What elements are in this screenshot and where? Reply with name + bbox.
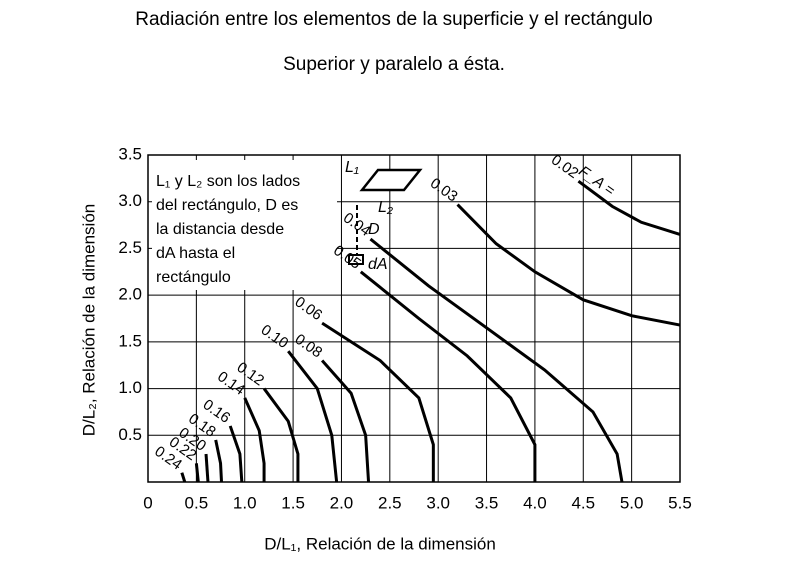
curve-label: 0.02	[548, 151, 582, 182]
x-tick-label: 0.5	[185, 493, 209, 512]
annotation-text: L₁ y L₂ son los lados	[156, 173, 300, 190]
x-tick-label: 2.5	[378, 493, 402, 512]
plot-frame	[147, 154, 681, 483]
annotation-box	[152, 160, 337, 290]
x-tick-label: 5.5	[668, 493, 692, 512]
contour-line	[204, 453, 210, 483]
y-tick-label: 3.5	[118, 144, 142, 163]
contour-line	[194, 463, 200, 483]
x-tick-label: 3.0	[426, 493, 450, 512]
diagram-label: L₁	[345, 159, 359, 176]
x-tick-label: 4.0	[523, 493, 547, 512]
curve-label: 0.03	[427, 175, 461, 206]
annotation-text: la distancia desde	[156, 221, 284, 238]
curve-label: 0.06	[292, 293, 326, 324]
x-tick-label: 1.0	[233, 493, 257, 512]
y-tick-label: 2.0	[118, 285, 142, 304]
curve-label: 0.10	[258, 321, 292, 352]
contour-line	[577, 179, 681, 236]
annotation-text: del rectángulo, D es	[156, 197, 298, 214]
contour-line	[369, 237, 624, 483]
contour-line	[214, 439, 224, 483]
y-tick-label: 0.5	[118, 425, 142, 444]
x-tick-label: 4.5	[571, 493, 595, 512]
diagram-label: L₂	[378, 199, 393, 216]
y-tick-label: 1.5	[118, 331, 142, 350]
chart-title: Radiación entre los elementos de la supe…	[135, 9, 653, 30]
contour-line	[321, 321, 435, 482]
contour-line	[262, 387, 300, 482]
y-tick-label: 2.5	[118, 238, 142, 257]
y-tick-label: 3.0	[118, 191, 142, 210]
x-tick-label: 3.5	[475, 493, 499, 512]
y-axis-label: D/L₂, Relación de la dimensión	[79, 204, 98, 436]
annotation-text: dA hasta el	[156, 245, 235, 262]
diagram	[152, 160, 423, 290]
contour-line	[359, 270, 537, 482]
x-tick-label: 1.5	[281, 493, 305, 512]
rectangle-icon	[359, 168, 423, 192]
diagram-label: dA	[368, 256, 388, 273]
x-tick-label: 2.0	[330, 493, 354, 512]
curve-label: 0.08	[292, 331, 326, 362]
x-tick-label: 5.0	[620, 493, 644, 512]
contour-line	[228, 425, 244, 483]
plot-area	[147, 154, 681, 483]
contour-line	[243, 397, 266, 482]
x-tick-label: 0	[143, 493, 152, 512]
chart-subtitle: Superior y paralelo a ésta.	[283, 54, 505, 75]
da-icon	[348, 254, 364, 265]
y-tick-label: 1.0	[118, 378, 142, 397]
contour-line	[320, 359, 371, 483]
contour-line	[180, 472, 187, 483]
contour-line	[287, 350, 339, 483]
contour-line	[456, 203, 681, 327]
x-axis-label: D/L₁, Relación de la dimensión	[264, 534, 496, 553]
annotation-text: rectángulo	[156, 269, 231, 286]
diagram-label: D	[368, 221, 380, 238]
